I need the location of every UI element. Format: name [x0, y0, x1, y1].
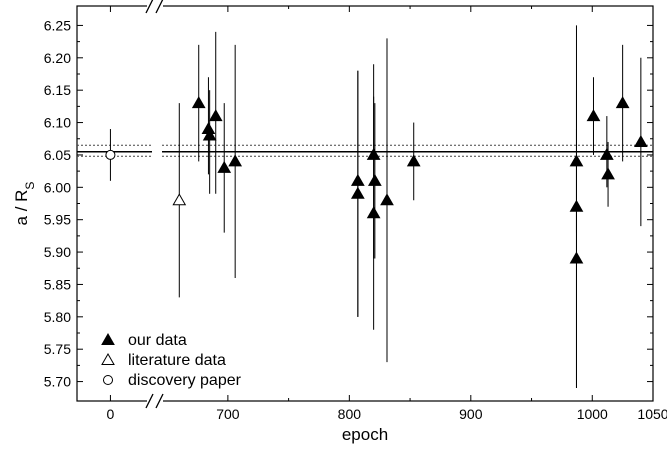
axis-break-top-slash-1 — [145, 0, 154, 14]
x-tick-label: 900 — [459, 406, 483, 422]
y-axis-title-subscript: S — [23, 182, 37, 190]
x-tick-label: 1000 — [577, 406, 608, 422]
axis-break-bottom-slash-1 — [145, 393, 154, 409]
y-tick-label: 5.80 — [44, 309, 71, 325]
y-tick-label: 5.85 — [44, 276, 71, 292]
our-data-point — [366, 206, 381, 219]
x-tick-label: 700 — [216, 406, 240, 422]
legend-label: literature data — [128, 352, 226, 369]
y-tick-label: 5.90 — [44, 244, 71, 260]
our-data-point — [601, 167, 615, 180]
axis-break-top-slash-2 — [155, 0, 164, 14]
legend-marker — [101, 352, 115, 365]
our-data-point — [615, 96, 630, 109]
legend-marker — [103, 375, 113, 385]
x-axis-title: epoch — [342, 425, 388, 444]
our-data-point — [228, 154, 243, 167]
legend-label: discovery paper — [128, 372, 242, 389]
our-data-point — [350, 186, 365, 199]
y-tick-label: 5.75 — [44, 341, 71, 357]
our-data-point — [633, 134, 648, 147]
y-tick-label: 5.95 — [44, 212, 71, 228]
discovery-paper-point — [105, 149, 116, 160]
our-data-point — [191, 96, 206, 109]
y-tick-label: 6.20 — [44, 50, 71, 66]
our-data-point — [367, 173, 382, 186]
our-data-point — [380, 193, 394, 206]
y-tick-label: 6.25 — [44, 17, 71, 33]
x-tick-label: 800 — [338, 406, 362, 422]
our-data-point — [202, 128, 217, 141]
our-data-point — [406, 154, 421, 167]
y-tick-label: 5.70 — [44, 374, 71, 390]
our-data-point — [217, 160, 232, 173]
our-data-point — [599, 147, 614, 160]
x-tick-label: 0 — [107, 406, 115, 422]
legend-marker — [101, 332, 115, 345]
y-axis-title: a / RS — [12, 182, 37, 226]
legend-label: our data — [128, 332, 187, 349]
y-tick-label: 6.05 — [44, 147, 71, 163]
y-tick-label: 6.10 — [44, 115, 71, 131]
our-data-point — [569, 251, 584, 264]
our-data-point — [586, 109, 601, 122]
our-data-point — [208, 109, 223, 122]
x-tick-label: 1050 — [637, 406, 667, 422]
y-tick-label: 6.00 — [44, 179, 71, 195]
y-tick-label: 6.15 — [44, 82, 71, 98]
literature-data-point — [172, 193, 187, 206]
axis-break-bottom-slash-2 — [155, 393, 164, 409]
